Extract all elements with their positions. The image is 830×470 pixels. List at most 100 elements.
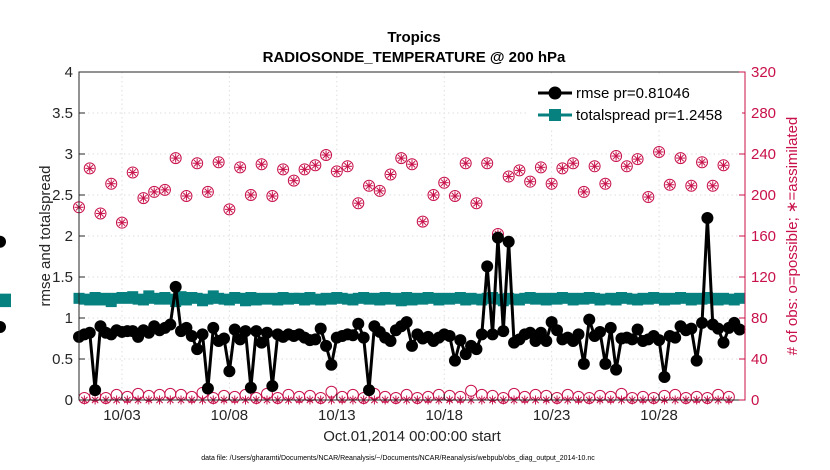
- rmse-point: [250, 325, 263, 338]
- totalspread-point: [734, 292, 746, 304]
- rmse-point: [169, 280, 182, 293]
- obs-possible-point: [545, 177, 558, 190]
- right-tick-label: 320: [751, 64, 776, 81]
- legend-rmse-marker: [548, 86, 562, 100]
- obs-assimilated-point: [579, 187, 589, 197]
- rmse-point: [486, 328, 499, 341]
- obs-possible-point: [556, 162, 569, 175]
- obs-assimilated-point: [149, 187, 159, 197]
- y-tick-label: 2: [65, 228, 73, 245]
- x-tick-label: 10/23: [533, 407, 571, 424]
- obs-assimilated-point: [525, 177, 535, 187]
- obs-assimilated-point: [181, 191, 191, 201]
- x-tick-label: 10/18: [425, 407, 463, 424]
- y-tick-label: 2.5: [52, 187, 73, 204]
- right-tick-label: 80: [751, 310, 768, 327]
- obs-possible-point: [663, 178, 676, 191]
- rmse-point: [551, 324, 564, 337]
- rmse-point: [712, 322, 725, 335]
- obs-assimilated-point: [310, 160, 320, 170]
- rmse-point: [658, 371, 671, 384]
- obs-possible-point: [330, 165, 343, 178]
- obs-possible-point: [567, 157, 580, 170]
- obs-possible-point: [169, 152, 182, 165]
- obs-possible-point: [105, 177, 118, 190]
- y-axis-label: rmse and totalspread: [37, 166, 54, 307]
- obs-possible-point: [717, 159, 730, 172]
- obs-possible-point: [277, 163, 290, 176]
- obs-possible-point: [373, 184, 386, 197]
- obs-possible-point: [363, 179, 376, 192]
- legend-rmse-label: rmse pr=0.81046: [576, 85, 690, 102]
- obs-assimilated-point: [343, 161, 353, 171]
- right-tick-label: 0: [751, 392, 759, 409]
- y-tick-label: 1.5: [52, 269, 73, 286]
- rmse-point: [717, 336, 730, 349]
- obs-possible-point: [696, 156, 709, 169]
- obs-possible-point: [631, 153, 644, 166]
- obs-assimilated-point: [439, 178, 449, 188]
- rmse-point: [320, 339, 333, 352]
- rmse-point: [577, 357, 590, 370]
- obs-possible-point: [212, 156, 225, 169]
- obs-possible-point: [642, 191, 655, 204]
- rmse-point: [384, 334, 397, 347]
- obs-assimilated-point: [557, 163, 567, 173]
- y-tick-label: 0: [65, 392, 73, 409]
- obs-assimilated-point: [708, 181, 718, 191]
- rmse-point: [196, 328, 209, 341]
- y-tick-label: 3: [65, 146, 73, 163]
- obs-possible-point: [685, 179, 698, 192]
- rmse-point: [475, 328, 488, 341]
- obs-possible-point: [298, 163, 311, 176]
- obs-possible-point: [427, 189, 440, 201]
- y-axis-label-right: # of obs: o=possible; ∗=assimilated: [784, 117, 801, 356]
- rmse-point: [314, 322, 327, 335]
- obs-assimilated-point: [482, 158, 492, 168]
- obs-assimilated-point: [547, 179, 557, 189]
- obs-possible-point: [309, 159, 322, 172]
- rmse-point: [701, 211, 714, 224]
- obs-possible-point: [201, 185, 214, 198]
- rmse-point: [325, 358, 338, 371]
- obs-possible-point: [223, 203, 236, 216]
- obs-possible-point: [352, 197, 365, 210]
- obs-possible-point: [459, 157, 472, 170]
- obs-assimilated-point: [428, 190, 438, 200]
- rmse-point: [593, 325, 606, 338]
- rmse-point: [626, 333, 639, 346]
- right-tick-label: 280: [751, 105, 776, 122]
- obs-possible-point: [706, 179, 719, 192]
- rmse-point: [733, 323, 746, 336]
- obs-possible-point: [83, 162, 96, 175]
- rmse-point: [481, 260, 494, 273]
- obs-assimilated-point: [654, 147, 664, 157]
- obs-possible-point: [620, 160, 633, 173]
- obs-possible-point: [180, 190, 193, 203]
- obs-possible-point: [395, 152, 408, 165]
- obs-possible-point: [94, 207, 107, 220]
- obs-possible-point: [416, 215, 429, 228]
- rmse-point: [346, 329, 359, 342]
- obs-assimilated-point: [622, 161, 632, 171]
- rmse-point: [400, 316, 413, 329]
- obs-assimilated-point: [289, 176, 299, 186]
- y-tick-label: 4: [65, 64, 73, 81]
- obs-assimilated-point: [224, 204, 234, 214]
- obs-possible-point: [577, 185, 590, 198]
- obs-possible-point: [534, 161, 547, 174]
- obs-assimilated-point: [611, 151, 621, 161]
- obs-assimilated-point: [643, 192, 653, 202]
- rmse-point: [223, 365, 236, 378]
- obs-assimilated-point: [203, 187, 213, 197]
- obs-assimilated-point: [375, 186, 385, 196]
- obs-possible-point: [234, 161, 247, 174]
- legend: rmse pr=0.81046 totalspread pr=1.2458: [528, 76, 742, 128]
- rmse-point: [696, 316, 709, 329]
- rmse-point: [0, 321, 6, 334]
- rmse-point: [83, 326, 96, 339]
- x-tick-label: 10/08: [211, 407, 249, 424]
- rmse-point: [255, 336, 268, 349]
- obs-assimilated-point: [332, 166, 342, 176]
